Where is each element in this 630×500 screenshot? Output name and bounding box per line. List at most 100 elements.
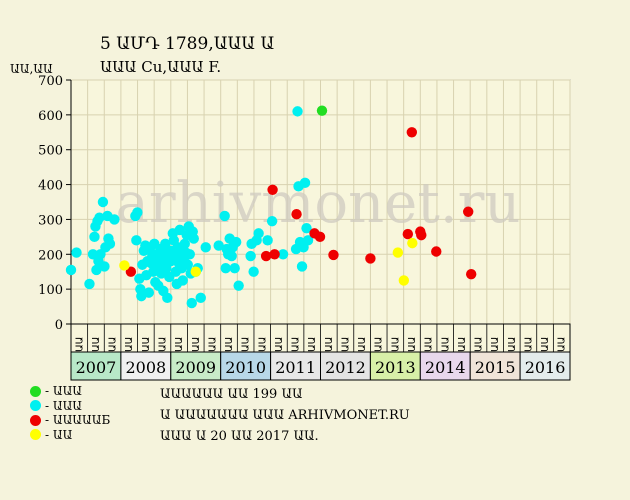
data-point xyxy=(292,106,303,117)
notes: ԱԱԱԱԱԱ ԱԱ 199 ԱԱ Ա ԱԱԱԱԱԱԱ ԱԱԱ ARHIVMONE… xyxy=(160,384,410,447)
y-tick-label: 200 xyxy=(38,248,63,263)
year-label: 2010 xyxy=(225,358,266,377)
quarter-label: ԱԱ xyxy=(407,337,418,352)
quarter-label: ԱԱ xyxy=(157,337,168,352)
data-point xyxy=(104,238,116,250)
data-point xyxy=(406,127,418,138)
year-cell xyxy=(320,351,371,381)
y-tick-label: 100 xyxy=(38,283,63,298)
quarter-label: ԱԱ xyxy=(390,337,401,352)
year-cell xyxy=(270,351,322,381)
data-point xyxy=(245,250,256,262)
legend-item: - ԱԱԱ xyxy=(30,399,110,414)
year-cell xyxy=(120,351,172,381)
data-point xyxy=(267,184,278,195)
data-point xyxy=(392,247,404,258)
data-point xyxy=(195,292,206,304)
quarter-label: ԱԱ xyxy=(224,337,235,352)
legend-item: - ԱԱԱԱԱБ xyxy=(30,413,110,428)
y-tick-label: 0 xyxy=(55,318,63,333)
data-point xyxy=(99,261,110,272)
data-point xyxy=(226,250,237,262)
quarter-label: ԱԱ xyxy=(490,337,501,352)
quarter-label: ԱԱ xyxy=(474,337,485,352)
data-point xyxy=(97,196,109,208)
data-point xyxy=(301,222,312,234)
quarter-label: ԱԱ xyxy=(507,337,518,352)
watermark-text: arhivmonet.ru xyxy=(116,171,521,236)
data-point xyxy=(277,249,289,260)
chart-title: 5 ԱՄԴ 1789,ԱԱԱ Ա xyxy=(100,34,275,54)
data-point xyxy=(398,275,410,286)
year-cell xyxy=(369,351,421,381)
year-cell xyxy=(70,351,122,381)
data-point xyxy=(431,246,442,257)
y-tick-label: 600 xyxy=(38,109,63,124)
data-point xyxy=(87,249,99,260)
year-cell xyxy=(519,351,571,381)
data-point xyxy=(416,229,427,241)
data-point xyxy=(465,268,477,280)
y-tick-label: 400 xyxy=(38,179,63,194)
legend-dot-red-icon xyxy=(30,414,41,426)
y-tick-label: 500 xyxy=(38,144,63,159)
year-cell xyxy=(220,351,272,381)
quarter-label: ԱԱ xyxy=(191,337,202,352)
quarter-label: ԱԱ xyxy=(557,337,568,352)
data-point xyxy=(407,237,418,249)
data-point xyxy=(229,263,240,274)
data-point xyxy=(253,228,264,239)
quarter-label: ԱԱ xyxy=(374,337,385,352)
year-label: 2008 xyxy=(125,358,166,377)
quarter-label: ԱԱ xyxy=(241,337,252,352)
year-label: 2011 xyxy=(275,358,316,377)
quarter-label: ԱԱ xyxy=(74,337,85,352)
data-point xyxy=(463,206,474,217)
data-point xyxy=(109,214,120,225)
data-point xyxy=(220,263,231,274)
quarter-label: ԱԱ xyxy=(457,337,468,352)
year-label: 2012 xyxy=(325,358,366,377)
year-label: 2013 xyxy=(375,358,416,377)
data-point xyxy=(219,210,230,222)
data-point xyxy=(160,238,171,250)
data-point xyxy=(302,235,314,246)
quarter-label: ԱԱ xyxy=(540,337,551,352)
legend-label: - ԱԱԱԱԱБ xyxy=(45,413,111,428)
data-point xyxy=(131,235,142,246)
data-point xyxy=(182,259,193,270)
data-point xyxy=(179,238,190,250)
legend-dot-cyan-icon xyxy=(30,400,41,412)
data-point xyxy=(248,266,259,277)
data-point xyxy=(269,249,280,260)
data-point xyxy=(314,231,326,243)
quarter-label: ԱԱ xyxy=(174,337,185,352)
data-point xyxy=(186,297,197,309)
data-point xyxy=(328,249,339,261)
year-label: 2014 xyxy=(425,358,466,377)
quarter-label: ԱԱ xyxy=(424,337,435,352)
year-label: 2009 xyxy=(175,358,216,377)
data-point xyxy=(262,235,273,246)
chart-subtitle: ԱԱԱ Cu,ԱԱԱ F. xyxy=(100,58,222,76)
y-tick-label: 300 xyxy=(38,213,63,228)
note-date: ԱԱԱ Ա 20 ԱԱ 2017 ԱԱ. xyxy=(160,429,319,444)
quarter-label: ԱԱ xyxy=(357,337,368,352)
quarter-label: ԱԱ xyxy=(207,337,218,352)
data-point xyxy=(188,233,199,244)
year-label: 2015 xyxy=(475,358,516,377)
data-point xyxy=(296,261,308,272)
data-point xyxy=(316,105,328,116)
data-point xyxy=(71,247,82,258)
data-point xyxy=(266,215,278,227)
data-point xyxy=(230,236,242,248)
legend-label: - ԱԱԱ xyxy=(45,398,83,413)
data-point xyxy=(65,264,77,276)
note-count: ԱԱԱԱԱԱ ԱԱ 199 ԱԱ xyxy=(160,387,303,402)
data-point xyxy=(162,292,173,304)
data-point xyxy=(200,242,211,253)
quarter-label: ԱԱ xyxy=(324,337,335,352)
quarter-label: ԱԱ xyxy=(257,337,268,352)
